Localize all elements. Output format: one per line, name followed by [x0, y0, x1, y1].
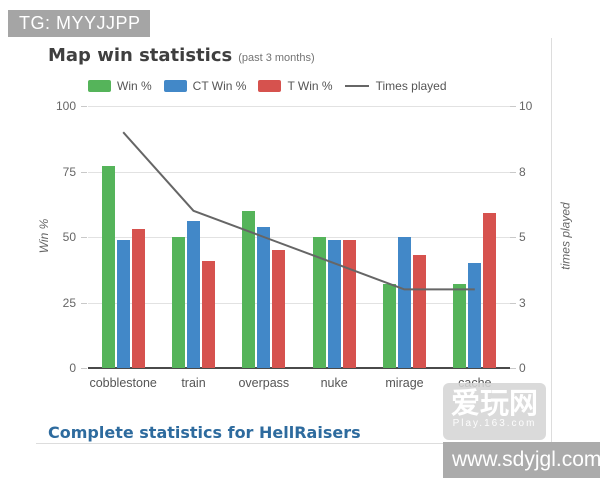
- bar-win--nuke: [312, 237, 326, 368]
- legend-label: Win %: [117, 79, 152, 93]
- y-axis-label-right: 8: [519, 164, 526, 179]
- legend-swatch-icon: [163, 80, 187, 92]
- times-played-line: [122, 131, 475, 291]
- bar-win--train: [172, 237, 185, 368]
- x-axis-line: [88, 367, 510, 369]
- legend-line-icon: [344, 85, 369, 87]
- complete-statistics-link[interactable]: Complete statistics for HellRaisers: [48, 423, 361, 442]
- legend-item-times-played[interactable]: Times played: [344, 79, 447, 93]
- legend-swatch-icon: [88, 80, 111, 92]
- y-axis-tick-right: [510, 302, 516, 304]
- y-axis-label-right: 10: [519, 99, 533, 113]
- chart-subtitle: (past 3 months): [238, 52, 315, 64]
- legend-label: T Win %: [287, 79, 333, 93]
- watermark-tg-badge: TG: MYYJJPP: [8, 10, 150, 37]
- y-axis-label-right: 0: [519, 361, 526, 375]
- legend-label: Times played: [375, 79, 447, 93]
- y-axis-label-right: 3: [519, 295, 526, 310]
- bar-t-win--nuke: [342, 239, 356, 368]
- bar-t-win--overpass: [272, 250, 286, 368]
- x-axis-label-overpass: overpass: [238, 376, 290, 390]
- y-axis-title-left: Win %: [37, 218, 51, 254]
- y-axis-tick-left: [81, 106, 87, 107]
- bar-win--cache: [453, 284, 467, 368]
- x-axis-label-nuke: nuke: [320, 376, 348, 390]
- bar-t-win--train: [202, 260, 215, 368]
- bar-ct-win--cobblestone: [116, 239, 130, 368]
- y-axis-tick-left: [81, 171, 87, 173]
- y-axis-tick-left: [81, 237, 87, 238]
- y-axis-title-right: times played: [558, 202, 573, 270]
- legend-item-ct-win-[interactable]: CT Win %: [163, 79, 247, 93]
- chart-title-text: Map win statistics: [48, 45, 233, 66]
- legend-label: CT Win %: [192, 79, 247, 93]
- legend-swatch-icon: [258, 80, 282, 92]
- y-axis-label-left: 100: [55, 99, 76, 113]
- gridline: [88, 171, 510, 173]
- y-axis-label-right: 5: [519, 230, 526, 244]
- watermark-aiwan-subtitle: Play.163.com: [452, 418, 537, 429]
- gridline: [88, 106, 510, 107]
- gridline: [88, 302, 510, 304]
- x-axis-label-mirage: mirage: [385, 376, 424, 390]
- chart-title: Map win statistics (past 3 months): [48, 45, 315, 66]
- y-axis-tick-left: [81, 368, 87, 369]
- watermark-aiwan-box: 爱玩网 Play.163.com: [443, 383, 546, 440]
- x-axis-label-train: train: [181, 376, 206, 390]
- legend-item-win-[interactable]: Win %: [88, 79, 152, 93]
- bar-win--mirage: [383, 284, 396, 368]
- chart-legend: Win % CT Win % T Win % Times played: [88, 79, 447, 93]
- watermark-aiwan-title: 爱玩网: [450, 386, 538, 420]
- y-axis-tick-right: [510, 237, 516, 238]
- bar-t-win--cache: [483, 213, 497, 368]
- bar-win--overpass: [242, 210, 256, 368]
- y-axis-tick-right: [510, 171, 516, 173]
- bar-t-win--cobblestone: [131, 229, 145, 368]
- bar-t-win--mirage: [413, 255, 426, 368]
- bar-ct-win--mirage: [398, 237, 411, 368]
- y-axis-label-left: 0: [69, 361, 76, 375]
- x-axis-label-cobblestone: cobblestone: [89, 376, 157, 390]
- gridline: [88, 237, 510, 238]
- y-axis-label-left: 75: [62, 164, 76, 179]
- bar-ct-win--nuke: [327, 239, 341, 368]
- y-axis-label-left: 50: [62, 230, 76, 244]
- bar-ct-win--train: [187, 221, 200, 368]
- bar-win--cobblestone: [101, 166, 115, 368]
- y-axis-tick-right: [510, 368, 516, 369]
- y-axis-tick-left: [81, 302, 87, 304]
- watermark-site-url: www.sdyjgl.com: [443, 442, 600, 478]
- y-axis-tick-right: [510, 106, 516, 107]
- y-axis-label-left: 25: [62, 295, 76, 310]
- bar-ct-win--overpass: [257, 226, 271, 368]
- legend-item-t-win-[interactable]: T Win %: [258, 79, 333, 93]
